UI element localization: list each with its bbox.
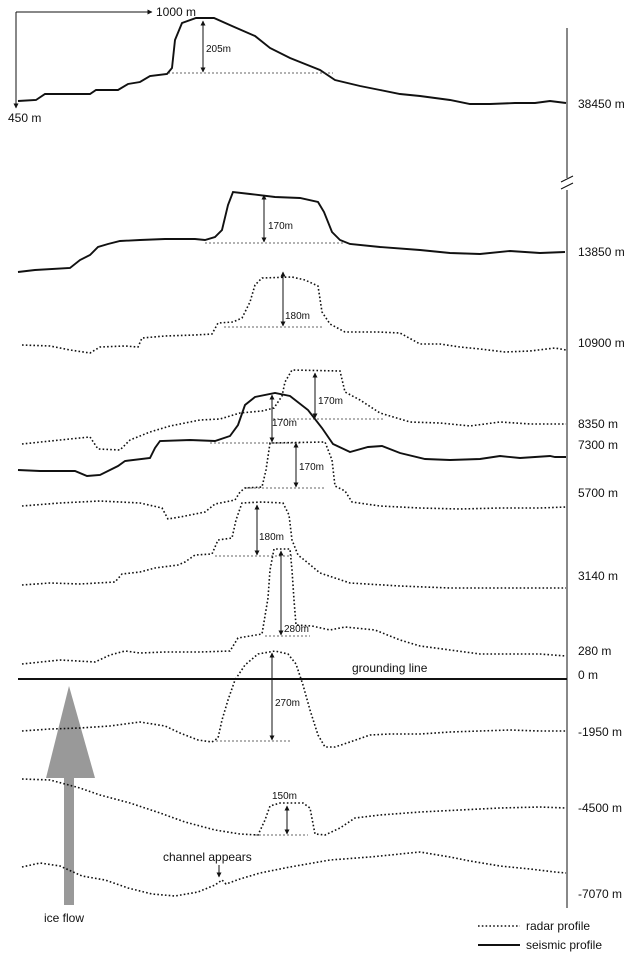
channel-appears-label: channel appears (163, 850, 252, 864)
radar-profile-line (21, 650, 566, 748)
radar-profile-line (21, 778, 567, 836)
profile-minus-7070: channel appears (21, 850, 567, 897)
distance-labels: 38450 m 13850 m 10900 m 8350 m 7300 m 57… (578, 97, 625, 901)
distance-axis (560, 28, 574, 908)
distance-label: 38450 m (578, 97, 625, 111)
ice-flow-arrow: ice flow (44, 686, 95, 925)
radar-profile-line (21, 369, 566, 451)
legend-seismic-label: seismic profile (526, 938, 602, 952)
distance-label: 7300 m (578, 438, 618, 452)
height-label: 280m (284, 624, 309, 635)
seismic-profile-line (17, 392, 566, 477)
radar-profile-line (21, 851, 567, 897)
height-label: 170m (272, 418, 297, 429)
height-label: 170m (268, 221, 293, 232)
vertical-scale-label: 450 m (8, 111, 41, 125)
distance-label: 13850 m (578, 245, 625, 259)
radar-profile-line (21, 276, 567, 354)
height-label: 180m (259, 532, 284, 543)
profile-13850: 170m (17, 190, 566, 273)
ice-flow-arrow-head (46, 686, 95, 778)
seismic-profile-line (17, 17, 567, 105)
profile-38450: 205m (17, 17, 567, 105)
height-label: 150m (272, 791, 297, 802)
distance-label: -1950 m (578, 725, 622, 739)
height-label: 170m (299, 462, 324, 473)
radar-profile-line (21, 548, 567, 665)
radar-profile-line (21, 501, 566, 589)
distance-label: 3140 m (578, 569, 618, 583)
profile-8350: 170m (21, 369, 566, 451)
distance-label: -4500 m (578, 801, 622, 815)
grounding-line-label: grounding line (352, 661, 428, 675)
profile-10900: 180m (21, 271, 567, 354)
distance-label: -7070 m (578, 887, 622, 901)
profile-3140: 180m (21, 501, 566, 589)
seismic-profile-line (17, 190, 566, 273)
distance-label: 10900 m (578, 336, 625, 350)
profile-280: 280m (21, 548, 567, 665)
height-label: 205m (206, 44, 231, 55)
axis-break-mark (560, 175, 574, 183)
grounding-line: grounding line (18, 661, 567, 680)
axis-break-mark (560, 182, 574, 190)
scale-bar: 1000 m 450 m (8, 5, 196, 125)
profile-5700: 170m (21, 441, 567, 520)
distance-label: 0 m (578, 668, 598, 682)
profile-minus-4500: 150m (21, 778, 567, 836)
ice-flow-label: ice flow (44, 911, 84, 925)
height-label: 180m (285, 311, 310, 322)
horizontal-scale-label: 1000 m (156, 5, 196, 19)
height-label: 170m (318, 396, 343, 407)
height-label: 270m (275, 698, 300, 709)
legend-radar-label: radar profile (526, 919, 590, 933)
radar-profile-line (21, 441, 567, 520)
profile-7300: 170m (17, 392, 566, 477)
profile-minus-1950: 270m (21, 650, 566, 748)
distance-label: 5700 m (578, 486, 618, 500)
legend: radar profile seismic profile (478, 919, 602, 952)
distance-label: 8350 m (578, 417, 618, 431)
ice-flow-arrow-shaft (64, 775, 74, 905)
distance-label: 280 m (578, 644, 611, 658)
